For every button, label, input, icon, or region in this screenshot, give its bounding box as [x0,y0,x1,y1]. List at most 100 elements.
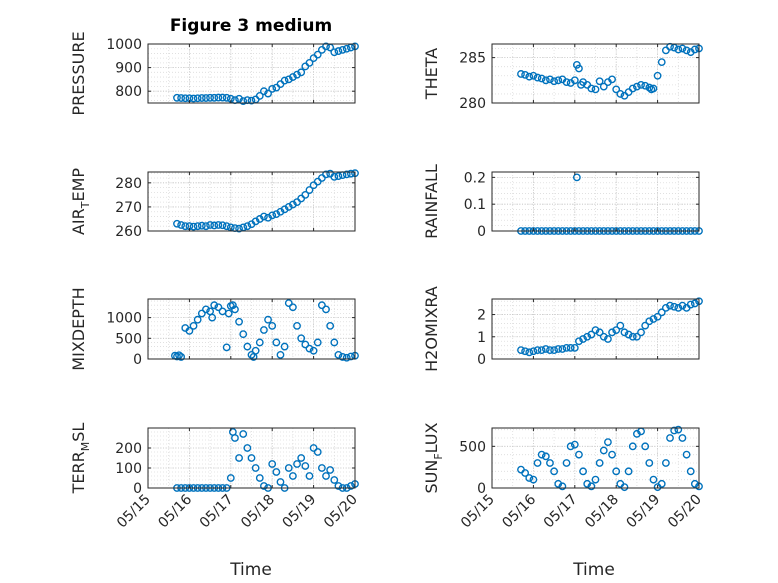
data-point [189,222,198,231]
data-point [657,479,666,488]
data-point [678,434,687,442]
data-point [255,92,264,100]
y-axis-label-subscript: F [432,453,445,459]
data-point [260,482,268,490]
data-point [301,190,310,199]
data-point [554,76,563,85]
data-point [231,305,239,314]
data-point [334,482,343,490]
data-point [338,353,347,361]
data-point [575,337,583,346]
y-tick-label: 900 [115,61,142,77]
data-point [251,464,260,472]
data-point [649,84,658,93]
data-point [517,346,525,355]
y-tick-label: 2 [477,308,486,324]
data-point [537,74,546,83]
data-point [595,328,604,337]
data-point [657,58,666,67]
data-point [572,173,581,182]
data-point [637,80,645,89]
subplot-4: 0 0.1 0.2 RAINFALL [422,164,703,240]
data-point [666,434,674,442]
data-point [177,221,186,229]
data-point [558,345,567,353]
data-point [173,219,181,228]
data-point [599,332,608,341]
data-point [297,454,306,462]
data-point [305,58,314,67]
data-point [235,224,243,233]
data-point [247,96,256,105]
data-point [243,222,252,231]
data-point [218,93,227,102]
data-point [604,335,612,343]
data-point [550,467,558,476]
data-point [517,70,525,78]
data-point [197,221,206,230]
data-point [189,321,198,330]
data-point [322,472,330,480]
y-axis-label-subscript: T [79,201,92,209]
data-point [260,326,268,334]
data-point [185,326,194,335]
data-point [620,483,629,492]
y-axis-label-part: SUN [422,460,441,494]
axes-box [491,171,700,232]
data-point [554,345,563,353]
data-point [334,350,343,359]
data-point [268,460,277,468]
data-point [210,301,219,310]
data-point [653,71,662,80]
data-point [541,76,550,85]
data-point [525,72,534,81]
data-point [529,475,538,484]
data-point [309,346,318,355]
data-point [293,321,301,330]
data-point [624,467,633,476]
data-point [604,438,612,447]
data-point [570,76,579,85]
data-point [322,170,330,179]
data-point [280,342,289,351]
axes-box [147,298,356,360]
data-point [670,302,679,311]
data-point [570,343,579,352]
axes-box [491,427,700,489]
data-point [202,222,210,231]
data-point [550,346,558,355]
data-point [239,430,248,438]
y-tick-label: 1000 [106,311,142,327]
y-tick-label: 0.1 [464,197,486,213]
data-point [678,301,687,310]
data-point [579,335,587,343]
y-axis-label: H2OMIXRA [422,286,441,372]
data-point [595,77,604,86]
data-point [525,474,534,482]
y-tick-label: 500 [115,331,142,347]
data-point [264,89,272,98]
data-point [533,346,542,355]
data-point [313,448,322,456]
data-point [541,345,550,353]
data-point [537,346,546,355]
data-point [255,474,264,482]
data-point [313,338,322,347]
y-axis-label-part: AIR [69,208,88,235]
data-point [177,94,186,102]
data-point [222,222,231,231]
data-point [260,212,268,221]
data-point [670,426,679,435]
y-tick-label: 0.2 [464,170,486,186]
data-point [322,305,330,314]
data-point [587,330,596,339]
y-axis-label-part: TERR [69,451,88,494]
data-point [214,221,223,229]
subplot-5: 0 500 1000 MIXDEPTH [69,287,359,371]
data-point [641,81,650,90]
data-point [276,478,285,486]
y-axis-label-part: PRESSURE [69,31,88,115]
data-point [288,303,297,312]
data-point [247,454,256,462]
data-point [645,83,654,92]
